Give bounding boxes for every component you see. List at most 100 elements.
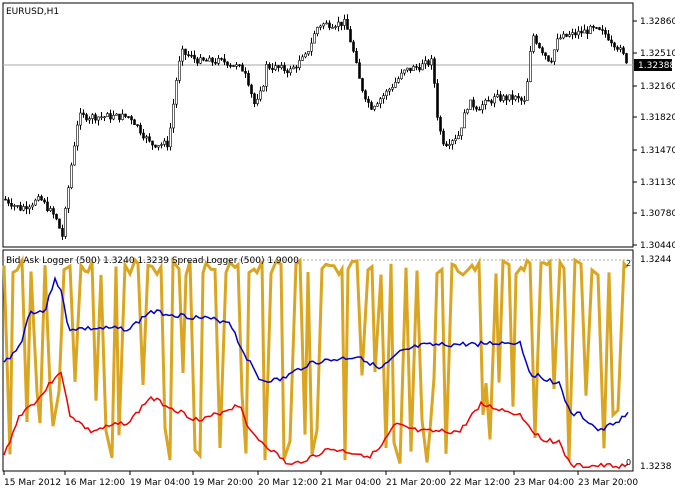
candle-body — [412, 66, 415, 71]
symbol-title: EURUSD,H1 — [6, 7, 59, 17]
indicator-panel[interactable]: Bid Ask Logger (500) 1.3240 1.3239 Sprea… — [2, 249, 672, 472]
candle-body — [148, 136, 151, 142]
current-price-badge — [634, 59, 672, 71]
candle-body — [103, 116, 106, 119]
candle-body — [517, 95, 520, 99]
price-tick-label: 1.31470 — [640, 146, 675, 156]
candle-body — [235, 64, 238, 67]
candle-body — [430, 58, 433, 66]
candle-body — [82, 112, 85, 115]
candle-body — [184, 48, 187, 55]
candle-body — [25, 206, 28, 210]
candle-body — [205, 59, 208, 62]
candle-body — [325, 22, 328, 25]
candle-body — [433, 58, 436, 84]
candle-body — [37, 196, 40, 201]
candle-body — [535, 35, 538, 44]
candle-body — [133, 119, 136, 125]
price-tick-label: 1.30780 — [640, 209, 675, 219]
candle-body — [121, 113, 124, 120]
candle-body — [67, 187, 70, 209]
candle-body — [484, 99, 487, 105]
candle-body — [31, 204, 34, 208]
price-panel-frame — [2, 2, 634, 248]
candle-body — [556, 38, 559, 51]
candle-body — [10, 202, 13, 207]
candle-body — [22, 206, 25, 211]
candle-body — [592, 25, 595, 28]
candle-body — [283, 65, 286, 71]
price-tick-label: 1.32510 — [640, 49, 675, 59]
candle-body — [127, 116, 130, 118]
candle-body — [370, 102, 373, 110]
candle-body — [469, 99, 472, 110]
bid-series-line — [3, 275, 629, 432]
candle-body — [196, 58, 199, 64]
candle-body — [130, 116, 133, 121]
candle-body — [322, 23, 325, 27]
candle-body — [286, 70, 289, 74]
candle-body — [520, 97, 523, 101]
candle-body — [187, 54, 190, 56]
candle-body — [304, 53, 307, 58]
time-tick-label: 22 Mar 12:00 — [450, 478, 510, 488]
candle-body — [166, 140, 169, 148]
candle-body — [463, 112, 466, 129]
price-tick-label: 1.32860 — [640, 17, 675, 27]
candle-body — [367, 98, 370, 103]
candle-body — [472, 99, 475, 108]
candle-body — [547, 55, 550, 62]
candle-body — [202, 57, 205, 61]
candle-body — [400, 72, 403, 79]
candle-body — [88, 118, 91, 121]
candle-body — [604, 29, 607, 35]
candle-body — [418, 66, 421, 71]
candles — [4, 14, 628, 241]
price-tick-label: 1.31130 — [640, 178, 675, 188]
candle-body — [625, 53, 628, 64]
candle-body — [70, 164, 73, 188]
candle-body — [301, 56, 304, 61]
indicator-title: Bid Ask Logger (500) 1.3240 1.3239 Sprea… — [6, 256, 299, 266]
candle-body — [190, 54, 193, 57]
candle-body — [442, 130, 445, 145]
candle-body — [529, 51, 532, 82]
candle-body — [478, 108, 481, 111]
candle-body — [355, 50, 358, 63]
candle-body — [565, 33, 568, 37]
candle-body — [292, 66, 295, 70]
candle-body — [526, 81, 529, 101]
candle-body — [424, 60, 427, 65]
candle-body — [490, 100, 493, 104]
candle-body — [436, 83, 439, 118]
spread-tick-top: 2 — [626, 259, 631, 268]
indicator-tick-bottom: 1.3238 — [640, 462, 672, 472]
candle-body — [238, 64, 241, 66]
candle-body — [175, 80, 178, 105]
candle-body — [115, 113, 118, 116]
candle-body — [61, 228, 64, 237]
candle-body — [331, 27, 334, 29]
candle-body — [85, 114, 88, 121]
candle-body — [607, 33, 610, 41]
candle-body — [226, 61, 229, 66]
candle-body — [109, 113, 112, 120]
candle-body — [346, 18, 349, 30]
candle-body — [220, 58, 223, 60]
candle-body — [439, 117, 442, 132]
candle-body — [124, 113, 127, 117]
candle-body — [241, 64, 244, 72]
time-tick-label: 16 Mar 12:00 — [65, 478, 125, 488]
price-panel[interactable]: EURUSD,H1 1.328601.325101.321601.318201.… — [2, 2, 675, 251]
candle-body — [493, 96, 496, 104]
candle-body — [343, 18, 346, 26]
candle-body — [277, 65, 280, 68]
time-tick-label: 19 Mar 04:00 — [130, 478, 190, 488]
candle-body — [208, 57, 211, 62]
candle-body — [421, 63, 424, 71]
candle-body — [16, 205, 19, 207]
candle-body — [508, 94, 511, 101]
candle-body — [451, 140, 454, 145]
candle-body — [334, 26, 337, 28]
